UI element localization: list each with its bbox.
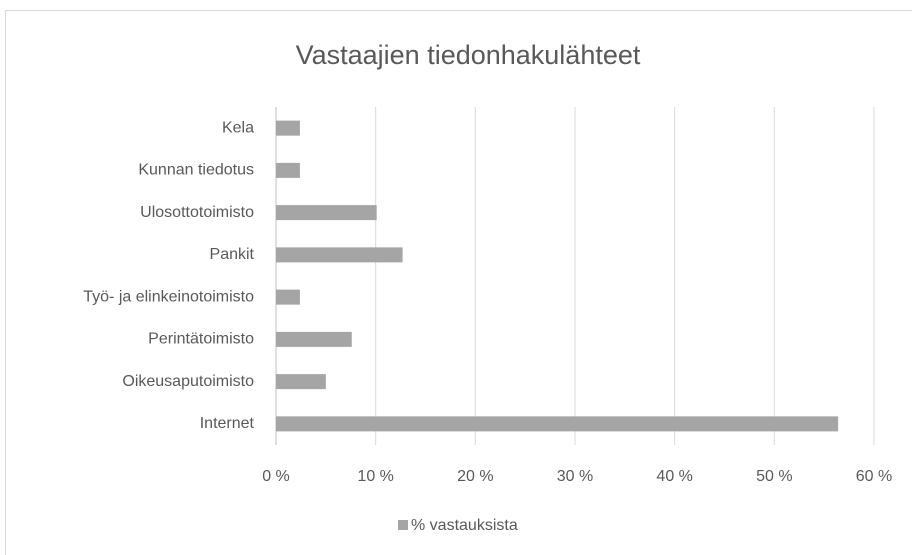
x-tick-label: 0 %: [262, 468, 290, 485]
y-tick-label: Oikeusaputoimisto: [122, 373, 254, 390]
y-tick-label: Internet: [200, 415, 255, 432]
legend-label: % vastauksista: [411, 517, 518, 534]
y-tick-label: Työ- ja elinkeinotoimisto: [83, 288, 254, 305]
x-tick-label: 20 %: [457, 468, 493, 485]
bar: [276, 416, 839, 432]
x-tick-label: 50 %: [756, 468, 792, 485]
bar: [276, 331, 352, 347]
bar: [276, 205, 377, 221]
x-tick-label: 10 %: [357, 468, 393, 485]
bar: [276, 120, 300, 136]
y-tick-label: Ulosottotoimisto: [140, 204, 254, 221]
bar: [276, 374, 326, 390]
x-tick-label: 60 %: [856, 468, 892, 485]
y-tick-label: Kunnan tiedotus: [138, 162, 254, 179]
x-tick-label: 40 %: [656, 468, 692, 485]
bar: [276, 247, 403, 263]
chart-title: Vastaajien tiedonhakulähteet: [296, 40, 641, 70]
y-tick-label: Pankit: [210, 246, 255, 263]
y-tick-label: Kela: [222, 119, 254, 136]
legend-swatch: [398, 520, 408, 530]
x-tick-label: 30 %: [557, 468, 593, 485]
chart-frame: [5, 10, 912, 555]
bar: [276, 162, 300, 178]
bar: [276, 289, 300, 305]
y-tick-label: Perintätoimisto: [148, 331, 254, 348]
